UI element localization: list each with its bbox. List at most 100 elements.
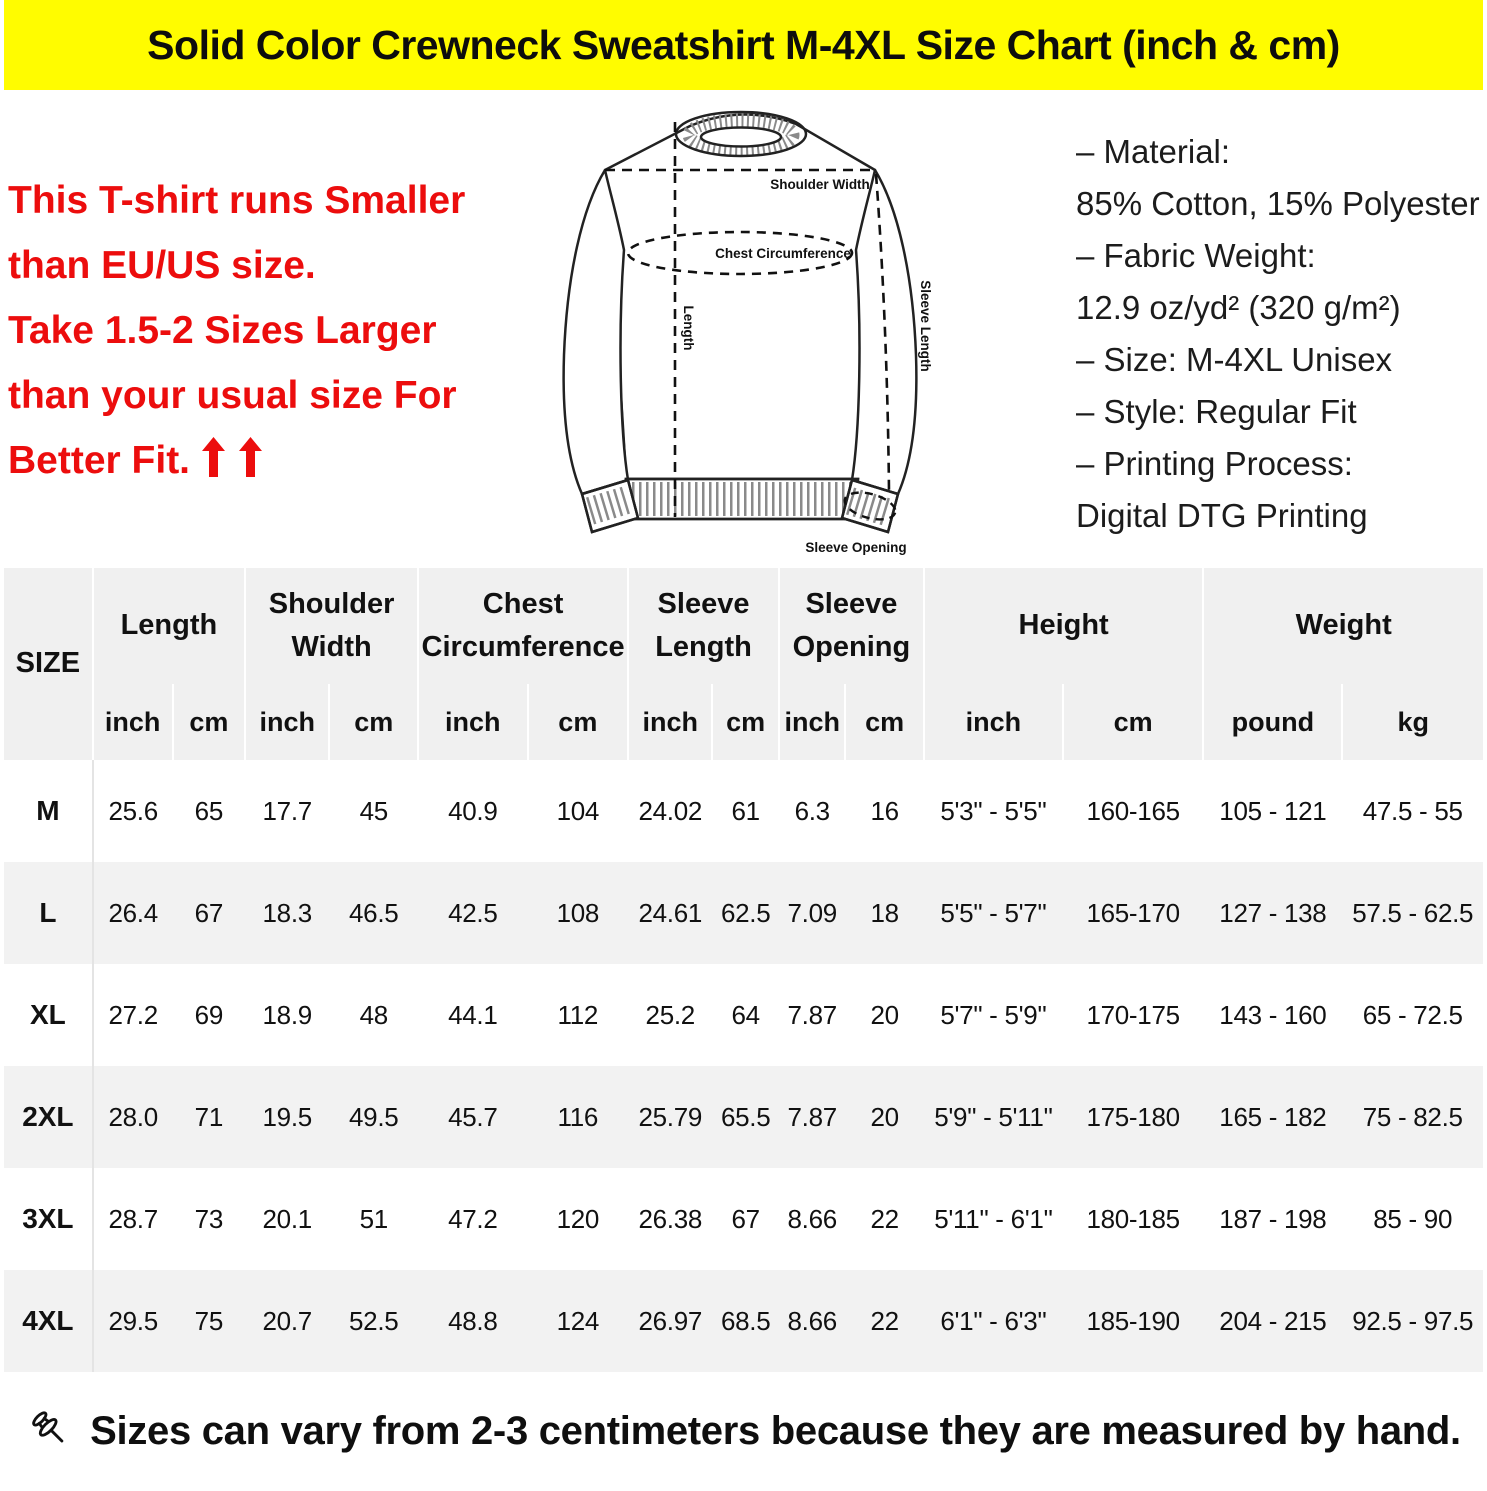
table-cell: 68.5 xyxy=(720,1305,771,1336)
table-cell: 44.1 xyxy=(448,999,498,1030)
table-cell: 62.5 xyxy=(720,897,771,928)
unit-header: cm xyxy=(1061,684,1204,760)
warning-line: Better Fit. xyxy=(8,428,538,493)
table-cell: 42.5 xyxy=(448,897,498,928)
unit-header: kg xyxy=(1341,684,1483,760)
table-cell: 18.9 xyxy=(262,999,313,1030)
table-cell: 75 xyxy=(194,1305,224,1336)
table-cell: 17.7 xyxy=(262,795,313,826)
warning-line: Take 1.5-2 Sizes Larger xyxy=(8,309,437,352)
table-cell: 124 xyxy=(556,1305,600,1336)
table-cell: 47.2 xyxy=(448,1203,498,1234)
table-cell: 170-175 xyxy=(1086,999,1180,1030)
table-cell: 7.09 xyxy=(787,897,838,928)
table-cell: 75 - 82.5 xyxy=(1362,1101,1463,1132)
table-cell: 127 - 138 xyxy=(1219,897,1327,928)
unit-header: cm xyxy=(328,684,419,760)
table-cell: 8.66 xyxy=(787,1203,838,1234)
table-row: XL 27.2 69 18.9 48 44.1 112 25.2 64 7.87 20 5'7" - … xyxy=(4,964,1483,1066)
footer-note-text: Sizes can vary from 2-3 centimeters beca… xyxy=(90,1409,1461,1453)
size-table: SIZE Length Shoulder Width Chest Circumf… xyxy=(4,568,1483,1372)
table-row: 2XL 28.0 71 19.5 49.5 45.7 116 25.79 65.5 7.87 20 5… xyxy=(4,1066,1483,1168)
unit-header: cm xyxy=(844,684,924,760)
table-cell: 40.9 xyxy=(448,795,498,826)
pushpin-icon xyxy=(32,1410,64,1442)
warning-line: than your usual size For xyxy=(8,374,457,417)
table-cell: 48 xyxy=(359,999,389,1030)
table-cell: 24.02 xyxy=(638,795,703,826)
unit-header: inch xyxy=(922,684,1063,760)
chest-line xyxy=(626,230,854,276)
table-cell: 5'9" - 5'11" xyxy=(934,1101,1053,1132)
sleeve-opening-line xyxy=(843,491,897,521)
table-cell: 22 xyxy=(870,1203,900,1234)
size-label: L xyxy=(4,862,94,964)
unit-header: cm xyxy=(526,684,629,760)
table-cell: 69 xyxy=(194,999,224,1030)
table-cell: 187 - 198 xyxy=(1219,1203,1327,1234)
spec-line: Digital DTG Printing xyxy=(1076,497,1368,534)
table-cell: 85 - 90 xyxy=(1373,1203,1453,1234)
spec-line: 85% Cotton, 15% Polyester xyxy=(1076,185,1480,222)
table-cell: 6'1" - 6'3" xyxy=(940,1305,1047,1336)
size-label: 2XL xyxy=(4,1066,94,1168)
unit-header: pound xyxy=(1202,684,1343,760)
table-cell: 18.3 xyxy=(262,897,313,928)
table-cell: 175-180 xyxy=(1086,1101,1180,1132)
size-column-header: SIZE xyxy=(4,568,93,760)
spec-line: – Printing Process: xyxy=(1076,445,1353,482)
table-cell: 28.0 xyxy=(108,1101,158,1132)
table-cell: 105 - 121 xyxy=(1219,795,1327,826)
table-cell: 20 xyxy=(870,1101,900,1132)
table-cell: 204 - 215 xyxy=(1219,1305,1327,1336)
banner: Solid Color Crewneck Sweatshirt M-4XL Si… xyxy=(4,0,1483,90)
table-cell: 20.1 xyxy=(262,1203,313,1234)
table-cell: 22 xyxy=(870,1305,900,1336)
table-cell: 26.97 xyxy=(638,1305,703,1336)
footer-note: Sizes can vary from 2-3 centimeters beca… xyxy=(0,1372,1487,1491)
table-cell: 61 xyxy=(731,795,761,826)
table-cell: 26.38 xyxy=(638,1203,703,1234)
size-label: 3XL xyxy=(4,1168,94,1270)
table-cell: 51 xyxy=(359,1203,389,1234)
table-cell: 180-185 xyxy=(1086,1203,1180,1234)
group-header-shoulder-width: Shoulder Width xyxy=(244,568,419,684)
table-row: M 25.6 65 17.7 45 40.9 104 24.02 61 6.3 16 5'3" - 5… xyxy=(4,760,1483,862)
table-cell: 45 xyxy=(359,795,389,826)
table-cell: 7.87 xyxy=(787,999,838,1030)
table-cell: 165 - 182 xyxy=(1219,1101,1327,1132)
spec-line: – Style: Regular Fit xyxy=(1076,393,1357,430)
group-header-chest-circumference: Chest Circumference xyxy=(417,568,629,684)
table-cell: 24.61 xyxy=(638,897,703,928)
unit-header: inch xyxy=(244,684,330,760)
table-cell: 8.66 xyxy=(787,1305,838,1336)
table-cell: 46.5 xyxy=(349,897,399,928)
up-arrow-icon xyxy=(239,437,263,477)
label-sleeve-opening: Sleeve Opening xyxy=(805,540,906,555)
table-cell: 64 xyxy=(731,999,761,1030)
size-table-body: M 25.6 65 17.7 45 40.9 104 24.02 61 6.3 16 5'3" - 5… xyxy=(4,760,1483,1372)
table-cell: 185-190 xyxy=(1086,1305,1180,1336)
unit-header: inch xyxy=(777,684,846,760)
spec-line: – Size: M-4XL Unisex xyxy=(1076,341,1393,378)
table-cell: 6.3 xyxy=(794,795,831,826)
table-cell: 18 xyxy=(870,897,900,928)
table-cell: 48.8 xyxy=(448,1305,498,1336)
table-cell: 120 xyxy=(556,1203,600,1234)
product-specs: – Material: 85% Cotton, 15% Polyester – … xyxy=(1076,126,1486,542)
spec-line: – Material: xyxy=(1076,133,1231,170)
table-cell: 52.5 xyxy=(349,1305,399,1336)
label-chest-circumference: Chest Circumference xyxy=(715,246,851,261)
table-cell: 20.7 xyxy=(262,1305,313,1336)
spec-line: – Fabric Weight: xyxy=(1076,237,1316,274)
table-cell: 27.2 xyxy=(108,999,158,1030)
page-title: Solid Color Crewneck Sweatshirt M-4XL Si… xyxy=(147,21,1340,68)
size-label: XL xyxy=(4,964,94,1066)
sweatshirt-drawing: Shoulder Width Chest Circumference Lengt… xyxy=(562,110,933,555)
label-shoulder-width: Shoulder Width xyxy=(770,177,870,192)
table-cell: 28.7 xyxy=(108,1203,158,1234)
table-cell: 112 xyxy=(557,999,599,1030)
table-cell: 45.7 xyxy=(448,1101,498,1132)
table-cell: 73 xyxy=(194,1203,224,1234)
unit-header: inch xyxy=(91,684,173,760)
